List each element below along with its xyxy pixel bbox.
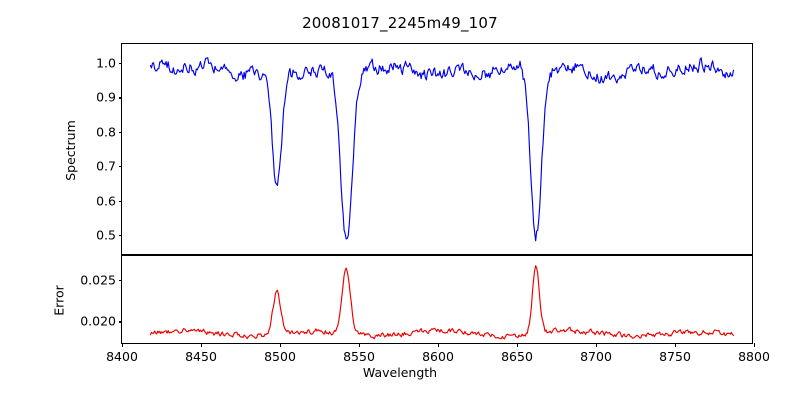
x-tick-mark	[438, 343, 440, 347]
x-tick-mark	[201, 343, 203, 347]
spectrum-y-tick-label: 0.7	[96, 158, 116, 174]
error-y-tick-mark	[118, 321, 122, 323]
spectrum-y-tick-label: 0.9	[96, 89, 116, 105]
error-y-tick-label: 0.025	[80, 272, 116, 287]
error-y-tick-mark	[118, 279, 122, 281]
spectrum-y-tick-label: 0.8	[96, 124, 116, 140]
figure-title: 20081017_2245m49_107	[302, 14, 498, 32]
x-tick-label: 8800	[738, 349, 770, 364]
spectrum-axes: 0.5 0.6 0.7 0.8 0.9 1.0 Spectrum	[63, 43, 753, 255]
spectrum-y-tick-mark	[118, 166, 122, 168]
spectrum-y-tick-label: 0.6	[96, 193, 116, 209]
x-tick-mark	[754, 343, 756, 347]
x-axis-label: Wavelength	[362, 365, 438, 380]
x-tick-mark	[280, 343, 282, 347]
x-tick-mark	[675, 343, 677, 347]
x-tick-label: 8750	[659, 349, 691, 364]
spectrum-y-tick-label: 1.0	[96, 55, 116, 71]
x-tick-label: 8450	[185, 349, 217, 364]
x-tick-label: 8600	[422, 349, 454, 364]
x-tick-mark	[359, 343, 361, 347]
spectrum-y-tick-mark	[118, 200, 122, 202]
x-tick-label: 8500	[264, 349, 296, 364]
x-tick-label: 8400	[106, 349, 138, 364]
x-tick-label: 8700	[580, 349, 612, 364]
error-line	[149, 265, 735, 340]
error-y-axis-label: Error	[51, 285, 67, 316]
error-axes: 0.020 0.025 8400 8450 8500 8550 8600 8650 8700 8…	[51, 255, 770, 364]
spectrum-plot-area	[122, 44, 752, 254]
spectrum-y-axis-label: Spectrum	[62, 119, 78, 181]
spectrum-y-tick-mark	[118, 97, 122, 99]
spectrum-y-tick-mark	[118, 62, 122, 65]
x-tick-mark	[122, 343, 124, 347]
x-tick-mark	[596, 343, 598, 347]
error-plot-area	[122, 256, 752, 343]
spectrum-y-tick-mark	[118, 235, 122, 237]
spectrum-y-tick-mark	[118, 131, 122, 133]
error-y-tick-label: 0.020	[80, 313, 116, 329]
spectrum-y-tick-label: 0.5	[96, 227, 116, 243]
x-tick-label: 8650	[501, 349, 533, 364]
spectrum-line	[149, 57, 735, 242]
x-tick-label: 8550	[343, 349, 375, 364]
x-tick-mark	[517, 343, 519, 347]
